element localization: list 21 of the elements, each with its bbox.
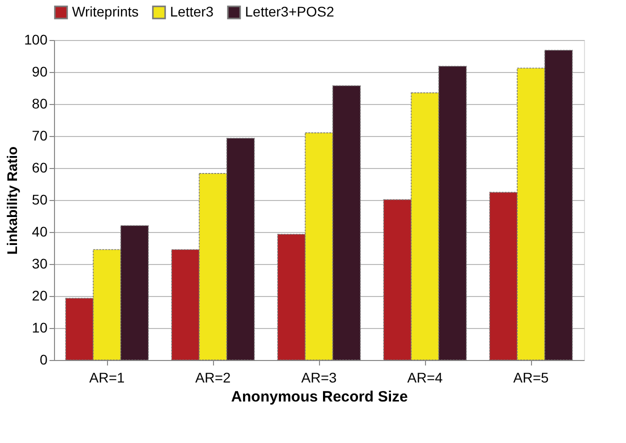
- y-tick-label: 40: [32, 224, 48, 240]
- x-axis-title: Anonymous Record Size: [231, 388, 408, 406]
- y-tick-label: 20: [32, 288, 48, 304]
- y-tick-label: 60: [32, 160, 48, 176]
- y-tick-label: 90: [32, 64, 48, 80]
- x-tick-label: AR=3: [301, 370, 337, 386]
- x-tick-label: AR=2: [195, 370, 231, 386]
- y-tick-label: 100: [24, 32, 48, 48]
- x-tick-label: AR=5: [513, 370, 549, 386]
- x-tick-label: AR=1: [89, 370, 125, 386]
- y-axis-title: Linkability Ratio: [4, 146, 20, 255]
- y-tick-label: 50: [32, 192, 48, 208]
- y-tick-label: 10: [32, 320, 48, 336]
- y-tick-label: 30: [32, 256, 48, 272]
- y-tick-label: 0: [40, 352, 48, 368]
- y-tick-label: 80: [32, 96, 48, 112]
- legend-label: Letter3: [170, 3, 214, 20]
- x-tick-label: AR=4: [407, 370, 443, 386]
- legend-label: Letter3+POS2: [245, 3, 334, 20]
- y-tick-label: 70: [32, 128, 48, 144]
- legend-label: Writeprints: [72, 3, 139, 20]
